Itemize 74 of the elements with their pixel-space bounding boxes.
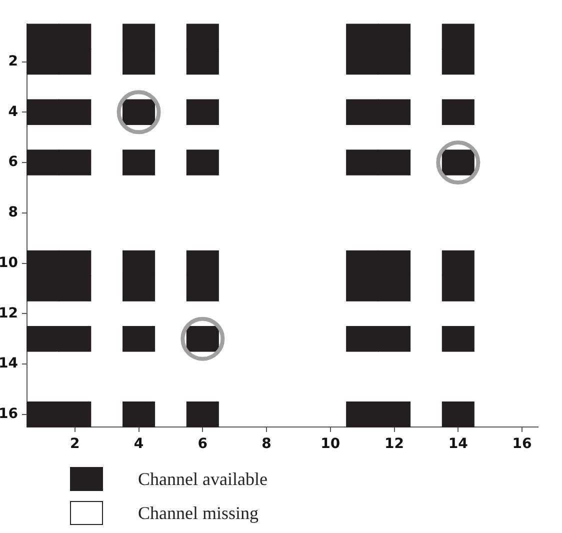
y-tick-label: 4 xyxy=(8,104,18,120)
point xyxy=(346,326,379,352)
point xyxy=(442,48,474,75)
point xyxy=(58,99,92,126)
point xyxy=(122,276,156,302)
point xyxy=(122,24,156,50)
legend-label: Channel missing xyxy=(138,502,258,524)
y-tick-label: 14 xyxy=(0,356,18,372)
legend-label: Channel available xyxy=(138,468,268,490)
point xyxy=(186,48,219,75)
x-tick-label: 12 xyxy=(384,436,404,452)
point xyxy=(180,316,225,361)
point xyxy=(442,326,474,352)
y-tick-label: 10 xyxy=(0,254,18,271)
x-tick-label: 16 xyxy=(512,436,532,452)
x-tick-label: 10 xyxy=(320,436,340,452)
point xyxy=(58,326,92,352)
point xyxy=(378,99,411,126)
point xyxy=(346,276,379,302)
point xyxy=(378,48,411,75)
x-tick-label: 14 xyxy=(448,436,468,452)
point xyxy=(58,24,92,50)
point xyxy=(58,150,92,176)
point xyxy=(378,276,411,302)
point xyxy=(26,276,60,302)
x-tick-label: 6 xyxy=(198,436,208,452)
point xyxy=(122,402,156,428)
point xyxy=(122,250,156,276)
y-tick-label: 16 xyxy=(0,406,18,422)
y-tick-label: 12 xyxy=(0,305,18,322)
point xyxy=(346,24,379,50)
point xyxy=(26,48,60,75)
point xyxy=(122,150,156,176)
point xyxy=(26,24,60,50)
point xyxy=(26,326,60,352)
point xyxy=(58,48,92,75)
point xyxy=(186,150,219,176)
point xyxy=(186,24,219,50)
y-tick-label: 2 xyxy=(8,53,18,70)
point xyxy=(442,99,474,126)
point xyxy=(378,402,411,428)
point xyxy=(186,250,219,276)
x-tick-label: 8 xyxy=(262,436,272,452)
point xyxy=(442,250,474,276)
point xyxy=(436,140,480,185)
point xyxy=(116,90,161,134)
point xyxy=(186,276,219,302)
point xyxy=(442,276,474,302)
point xyxy=(442,24,474,50)
point xyxy=(186,402,219,428)
point xyxy=(378,150,411,176)
x-tick-label: 2 xyxy=(70,436,80,452)
point xyxy=(26,150,60,176)
point xyxy=(378,24,411,50)
point xyxy=(346,150,379,176)
point xyxy=(26,402,60,428)
point xyxy=(442,402,474,428)
point xyxy=(346,48,379,75)
point xyxy=(26,99,60,126)
point xyxy=(346,250,379,276)
point xyxy=(186,99,219,126)
x-tick-label: 4 xyxy=(134,436,144,452)
point xyxy=(378,250,411,276)
point xyxy=(58,250,92,276)
point xyxy=(346,99,379,126)
point xyxy=(58,276,92,302)
point xyxy=(346,402,379,428)
point xyxy=(58,402,92,428)
point xyxy=(26,250,60,276)
y-tick-label: 8 xyxy=(8,204,18,221)
y-tick-label: 6 xyxy=(8,154,18,170)
point xyxy=(122,48,156,75)
point xyxy=(378,326,411,352)
point xyxy=(122,326,156,352)
